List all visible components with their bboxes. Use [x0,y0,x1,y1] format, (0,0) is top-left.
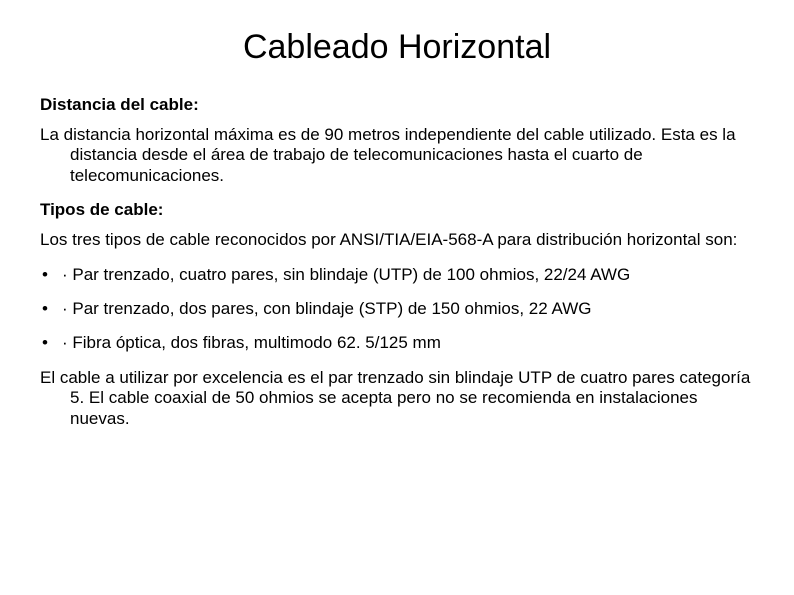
cable-types-list: · Par trenzado, cuatro pares, sin blinda… [40,265,754,354]
list-item: · Par trenzado, cuatro pares, sin blinda… [40,265,754,285]
paragraph-types-intro: Los tres tipos de cable reconocidos por … [40,230,754,250]
slide-title: Cableado Horizontal [40,28,754,67]
list-item: · Fibra óptica, dos fibras, multimodo 62… [40,333,754,353]
slide-container: Cableado Horizontal Distancia del cable:… [0,0,794,595]
paragraph-closing: El cable a utilizar por excelencia es el… [40,368,754,429]
section-heading-types: Tipos de cable: [40,200,754,220]
list-item: · Par trenzado, dos pares, con blindaje … [40,299,754,319]
paragraph-distance: La distancia horizontal máxima es de 90 … [40,125,754,186]
section-heading-distance: Distancia del cable: [40,95,754,115]
